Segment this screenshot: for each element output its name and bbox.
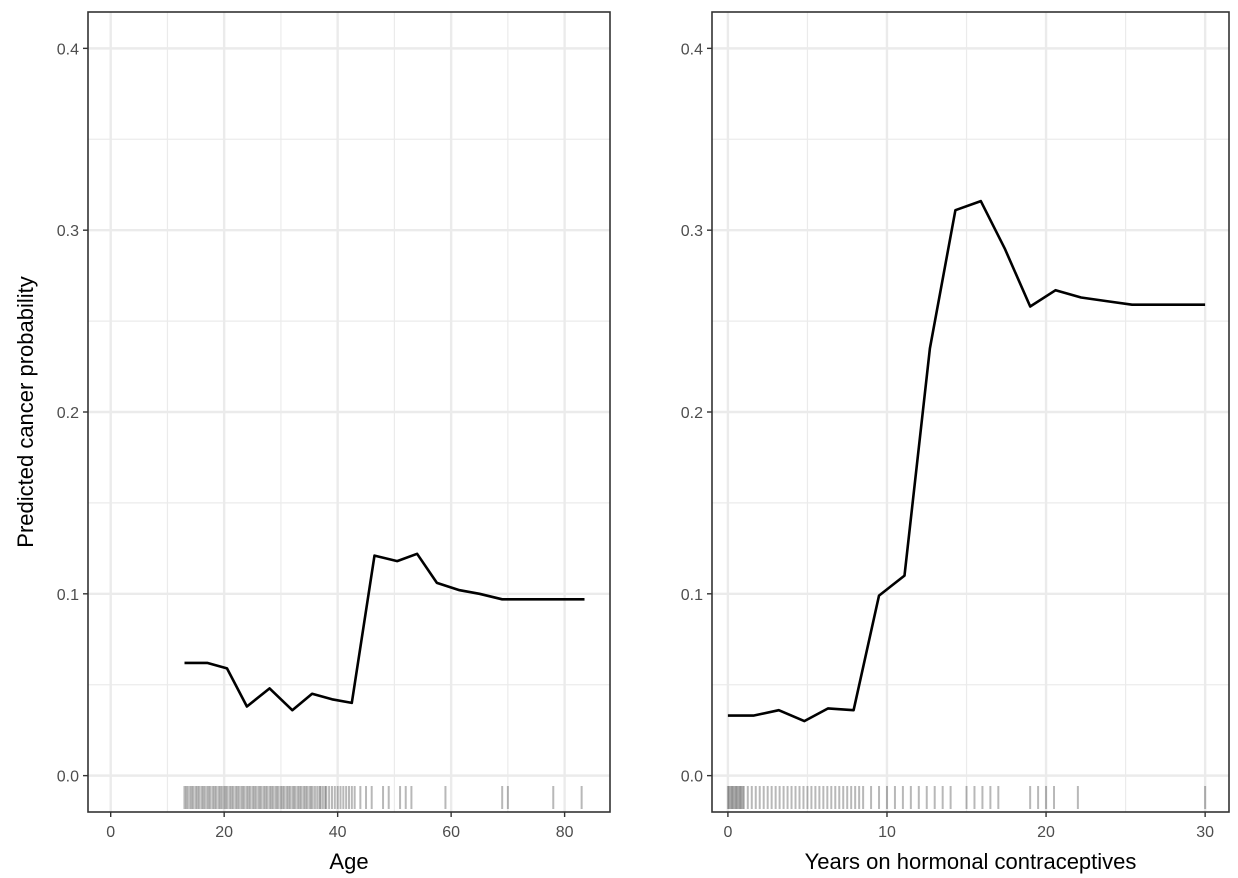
y-tick-label: 0.0 — [57, 769, 79, 786]
age-panel: 0 20 40 60 80 0.0 0.1 0.2 0.3 0.4 Age — [57, 11, 611, 874]
x-tick-label: 60 — [442, 824, 460, 841]
x-tick-label: 20 — [1037, 824, 1055, 841]
x-axis-title: Age — [329, 849, 368, 874]
y-tick-label: 0.0 — [681, 769, 703, 786]
contraceptive-years-panel: 0 10 20 30 0.0 0.1 0.2 0.3 0.4 Years on hormonal … — [681, 11, 1230, 874]
y-tick-label: 0.4 — [681, 41, 703, 58]
y-tick-label: 0.1 — [681, 587, 703, 604]
y-tick-label: 0.2 — [681, 405, 703, 422]
x-tick-label: 40 — [329, 824, 347, 841]
y-tick-label: 0.1 — [57, 587, 79, 604]
x-tick-label: 80 — [556, 824, 574, 841]
x-tick-label: 20 — [215, 824, 233, 841]
x-axis-title: Years on hormonal contraceptives — [805, 849, 1137, 874]
y-axis-title: Predicted cancer probability — [13, 276, 38, 547]
y-tick-label: 0.3 — [57, 223, 79, 240]
x-tick-label: 10 — [878, 824, 896, 841]
x-tick-label: 0 — [723, 824, 732, 841]
prediction-line — [184, 552, 585, 712]
y-tick-label: 0.4 — [57, 41, 79, 58]
x-tick-label: 0 — [106, 824, 115, 841]
y-tick-label: 0.2 — [57, 405, 79, 422]
y-tick-label: 0.3 — [681, 223, 703, 240]
x-tick-label: 30 — [1196, 824, 1214, 841]
prediction-line — [727, 199, 1206, 723]
